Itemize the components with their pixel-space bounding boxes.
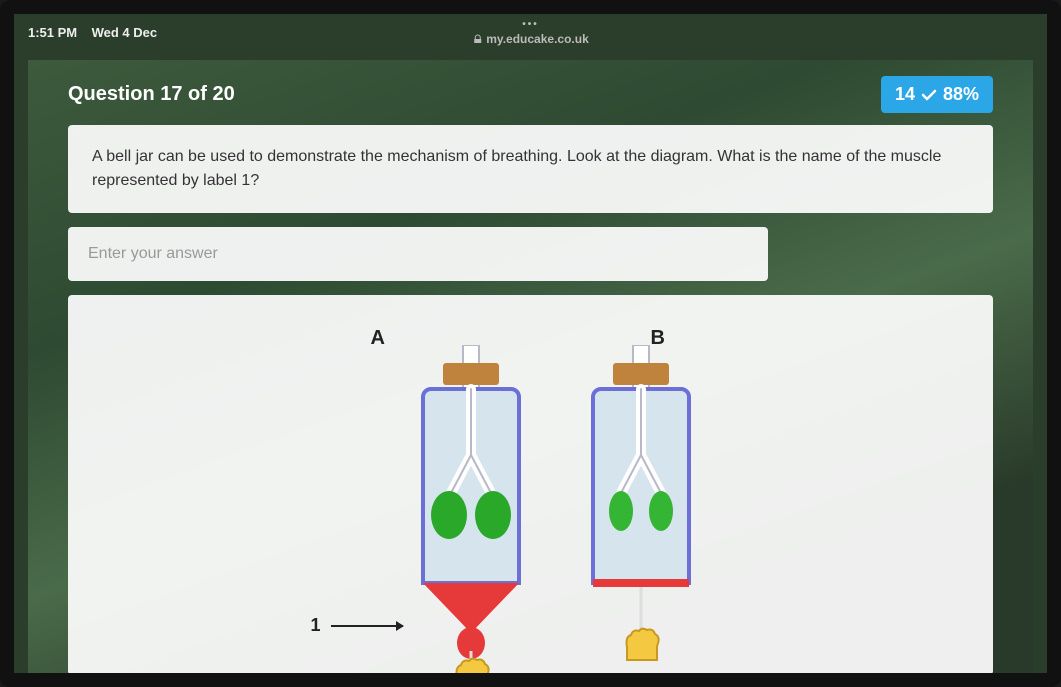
diagram-card: A B 1 [68,295,993,673]
jar-b [571,345,711,673]
question-card: A bell jar can be used to demonstrate th… [68,125,993,213]
score-correct: 14 [895,84,915,105]
status-center: ••• my.educake.co.uk [472,19,589,46]
score-badge: 14 88% [881,76,993,113]
diagram-label-a: A [371,327,385,350]
status-bar: 1:51 PM Wed 4 Dec ••• my.educake.co.uk [28,20,1033,44]
url-text: my.educake.co.uk [486,32,589,46]
question-text: A bell jar can be used to demonstrate th… [92,148,941,189]
answer-card [68,227,768,281]
score-percent: 88% [943,84,979,105]
status-time-date: 1:51 PM Wed 4 Dec [28,25,157,40]
dots-icon: ••• [522,19,539,30]
answer-input[interactable] [68,227,768,281]
device-frame: 1:51 PM Wed 4 Dec ••• my.educake.co.uk Q… [0,0,1061,687]
status-time: 1:51 PM [28,25,77,40]
jar-a [401,345,541,673]
diagram-label-1: 1 [311,615,321,636]
question-counter: Question 17 of 20 [68,83,235,106]
lock-icon [472,34,482,44]
check-icon [921,87,937,103]
bell-jar-diagram: A B 1 [271,315,791,673]
arrow-to-membrane [331,625,403,627]
status-date: Wed 4 Dec [92,25,158,40]
quiz-content: Question 17 of 20 14 88% A bell jar can … [28,60,1033,673]
header-row: Question 17 of 20 14 88% [28,60,1033,125]
